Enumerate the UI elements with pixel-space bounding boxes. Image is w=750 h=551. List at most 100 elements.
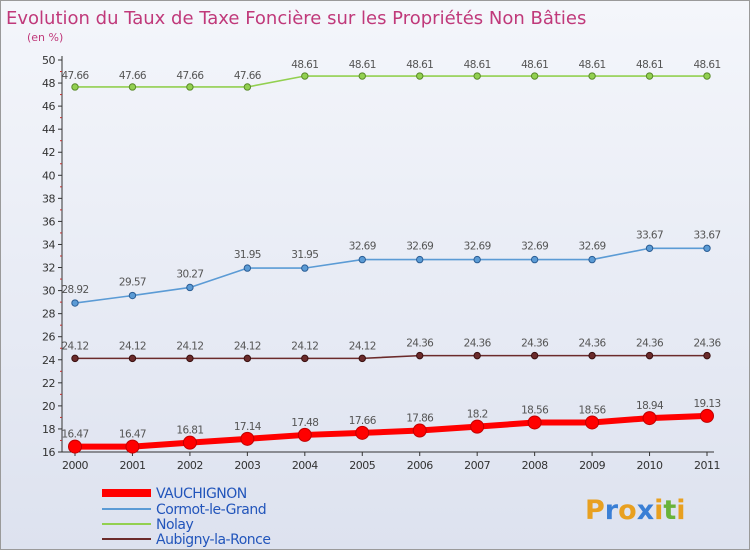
data-point bbox=[703, 72, 711, 80]
data-point bbox=[473, 72, 481, 80]
data-point bbox=[71, 299, 79, 307]
data-label: 48.61 bbox=[521, 59, 548, 71]
data-label: 18.2 bbox=[467, 409, 488, 421]
data-point bbox=[473, 255, 481, 264]
data-label: 48.61 bbox=[291, 59, 318, 71]
data-point bbox=[645, 351, 654, 360]
series-line bbox=[75, 412, 708, 450]
series-line bbox=[75, 75, 707, 88]
y-tick-label: 16 bbox=[42, 446, 55, 459]
y-tick-label: 42 bbox=[42, 146, 55, 159]
data-label: 48.61 bbox=[636, 59, 663, 71]
data-label: 17.14 bbox=[234, 421, 262, 433]
data-label: 24.12 bbox=[291, 340, 318, 352]
data-point bbox=[588, 351, 596, 360]
data-label: 24.12 bbox=[349, 340, 376, 352]
proxiti-logo: Proxiti bbox=[585, 495, 686, 526]
x-tick-label: 2004 bbox=[292, 459, 318, 472]
y-tick-label: 24 bbox=[42, 354, 55, 367]
data-label: 17.48 bbox=[291, 417, 318, 429]
x-tick-label: 2008 bbox=[522, 459, 548, 472]
data-point bbox=[358, 255, 366, 264]
legend-label: Nolay bbox=[156, 517, 194, 533]
data-point bbox=[71, 354, 79, 363]
data-point bbox=[416, 351, 424, 360]
y-tick-label: 22 bbox=[42, 377, 55, 390]
data-label: 16.81 bbox=[176, 425, 203, 437]
y-tick-label: 40 bbox=[42, 169, 55, 182]
legend-label: Aubigny-la-Ronce bbox=[156, 532, 270, 548]
y-tick-label: 48 bbox=[42, 77, 55, 90]
data-point bbox=[703, 351, 711, 360]
data-label: 29.57 bbox=[119, 277, 146, 289]
data-label: 48.61 bbox=[693, 59, 720, 71]
data-point bbox=[128, 291, 137, 300]
data-point bbox=[416, 255, 424, 264]
x-tick-label: 2005 bbox=[349, 459, 375, 472]
data-point bbox=[68, 439, 82, 454]
y-tick-label: 44 bbox=[42, 123, 55, 136]
x-tick-label: 2010 bbox=[637, 459, 663, 472]
data-point bbox=[243, 264, 252, 272]
data-label: 24.12 bbox=[61, 340, 88, 352]
y-tick-label: 32 bbox=[42, 262, 55, 275]
data-label: 33.67 bbox=[636, 229, 663, 241]
data-point bbox=[703, 244, 711, 252]
data-point bbox=[530, 72, 539, 80]
logo-text: Proxiti bbox=[585, 495, 686, 526]
data-point bbox=[186, 283, 194, 292]
data-label: 24.12 bbox=[119, 340, 146, 352]
data-point bbox=[588, 72, 596, 80]
x-tick-label: 2000 bbox=[62, 459, 88, 472]
data-label: 24.36 bbox=[636, 338, 664, 350]
data-point bbox=[186, 83, 194, 91]
data-label: 32.69 bbox=[349, 241, 376, 253]
data-point bbox=[585, 415, 600, 430]
series-nolay: 47.66 47.66 47.66 47.66 48.61 48.61 48.61 48.61… bbox=[61, 59, 721, 91]
data-point bbox=[358, 72, 366, 80]
y-tick-label: 36 bbox=[42, 215, 55, 228]
data-label: 48.61 bbox=[579, 59, 606, 71]
x-tick-label: 2009 bbox=[579, 459, 605, 472]
data-point bbox=[240, 431, 255, 446]
data-label: 32.69 bbox=[464, 241, 491, 253]
data-point bbox=[71, 83, 79, 91]
x-tick-label: 2006 bbox=[407, 459, 433, 472]
x-tick-label: 2001 bbox=[119, 459, 145, 472]
x-tick-label: 2007 bbox=[464, 459, 490, 472]
data-point bbox=[243, 83, 252, 91]
legend-label: Cormot-le-Grand bbox=[156, 502, 266, 518]
data-label: 17.66 bbox=[349, 415, 377, 427]
data-point bbox=[297, 427, 312, 442]
series-line bbox=[74, 247, 707, 304]
data-point bbox=[128, 354, 137, 363]
y-tick-label: 34 bbox=[42, 238, 55, 251]
y-tick-label: 46 bbox=[42, 100, 55, 113]
data-label: 16.47 bbox=[61, 429, 88, 441]
data-point bbox=[182, 435, 197, 450]
data-label: 31.95 bbox=[234, 249, 261, 261]
data-point bbox=[355, 425, 370, 440]
data-point bbox=[128, 83, 137, 91]
data-label: 48.61 bbox=[406, 59, 433, 71]
data-point bbox=[125, 439, 140, 454]
data-point bbox=[416, 72, 424, 80]
data-point bbox=[412, 423, 427, 438]
series-aubigny-la-ronce: 24.12 24.12 24.12 24.12 24.12 24.12 24.36 24.36… bbox=[61, 338, 722, 363]
data-point bbox=[588, 255, 596, 264]
chart-subtitle: (en %) bbox=[27, 31, 63, 44]
data-point bbox=[186, 354, 194, 363]
data-label: 47.66 bbox=[234, 70, 262, 82]
x-tick-label: 2003 bbox=[234, 459, 260, 472]
data-label: 48.61 bbox=[464, 59, 491, 71]
data-label: 33.67 bbox=[693, 229, 720, 241]
data-point bbox=[470, 419, 485, 434]
axes: 16 18 20 22 24 26 28 30 32 34 36 38 40 42 44 46 48 50 2000… bbox=[42, 54, 721, 472]
series-layer: 47.66 47.66 47.66 47.66 48.61 48.61 48.61 48.61… bbox=[61, 59, 722, 454]
data-label: 17.86 bbox=[406, 413, 434, 425]
legend-label: VAUCHIGNON bbox=[156, 486, 247, 502]
series-cormot-le-grand: 28.92 29.57 30.27 31.95 31.95 32.69 32.69 32.69… bbox=[61, 229, 721, 307]
data-point bbox=[527, 415, 542, 430]
data-label: 24.36 bbox=[521, 338, 549, 350]
y-tick-label: 28 bbox=[42, 308, 55, 321]
